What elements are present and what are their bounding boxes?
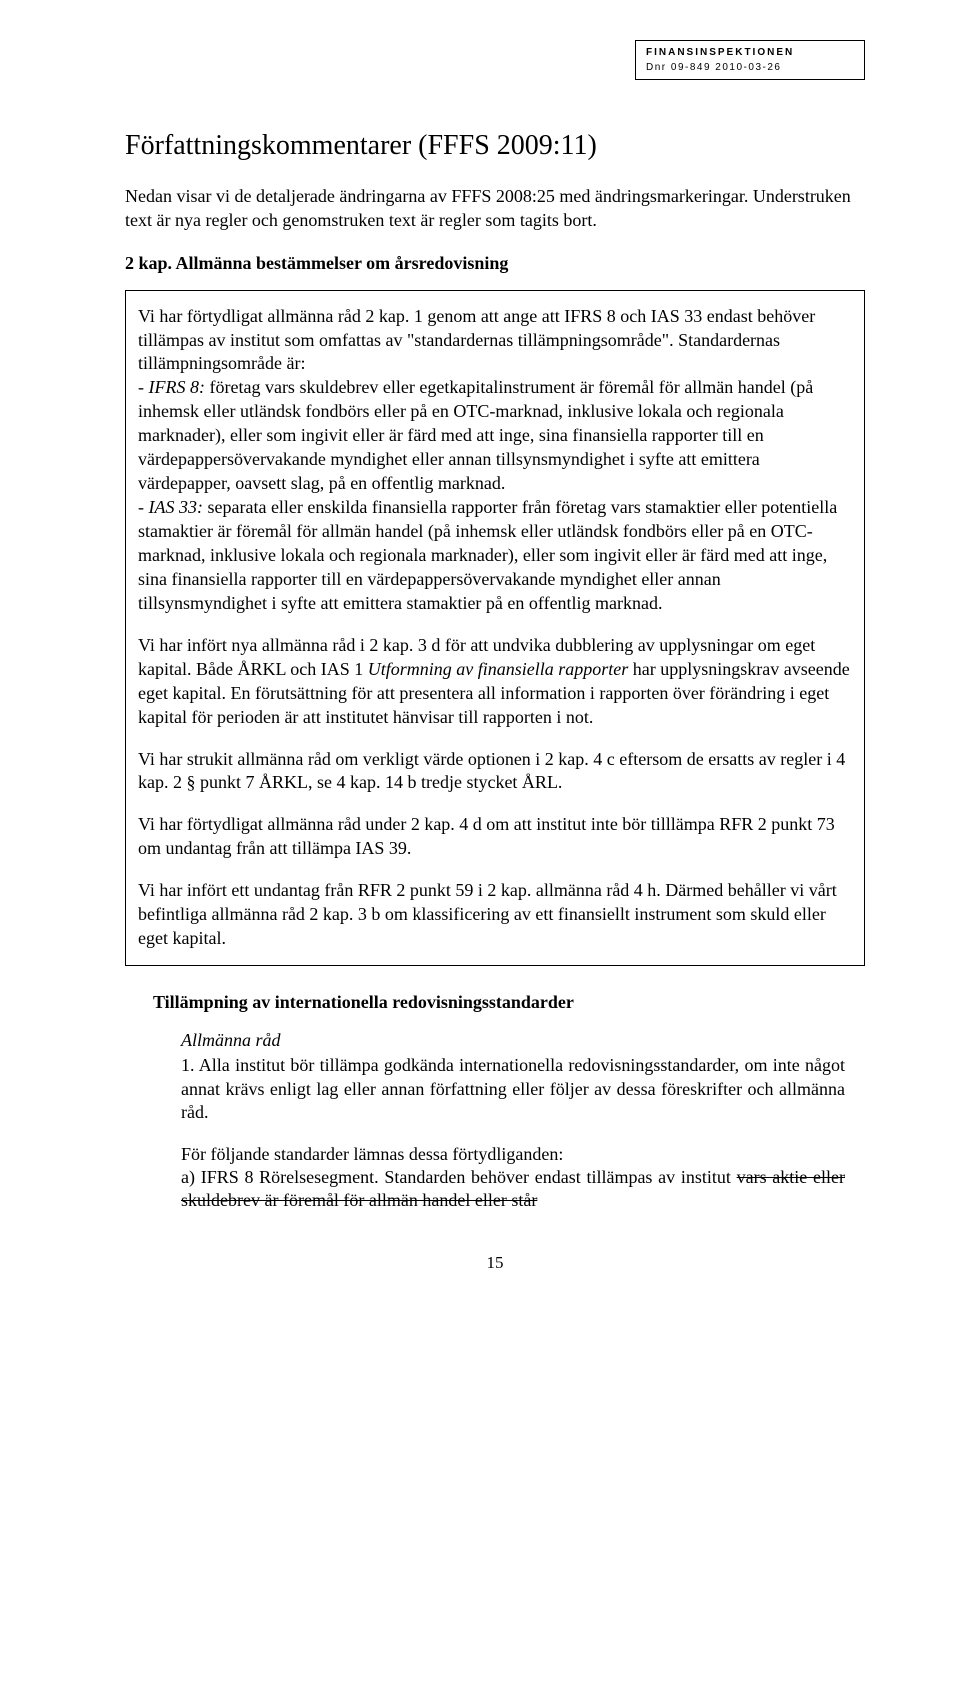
box-paragraph-3: Vi har strukit allmänna råd om verkligt … <box>138 748 852 796</box>
page-title: Författningskommentarer (FFFS 2009:11) <box>125 130 865 162</box>
header-org: FINANSINSPEKTIONEN <box>646 47 854 58</box>
box-paragraph-4: Vi har förtydligat allmänna råd under 2 … <box>138 813 852 861</box>
box-p1c: separata eller enskilda finansiella rapp… <box>138 497 837 613</box>
box-p1a: Vi har förtydligat allmänna råd 2 kap. 1… <box>138 306 815 374</box>
box-paragraph-2: Vi har infört nya allmänna råd i 2 kap. … <box>138 634 852 730</box>
document-header-box: FINANSINSPEKTIONEN Dnr 09-849 2010-03-26 <box>635 40 865 80</box>
box-paragraph-5: Vi har infört ett undantag från RFR 2 pu… <box>138 879 852 951</box>
page-number: 15 <box>125 1253 865 1273</box>
commentary-box: Vi har förtydligat allmänna råd 2 kap. 1… <box>125 290 865 967</box>
indent-head: Allmänna råd <box>181 1029 845 1052</box>
indent-p2b: a) IFRS 8 Rörelsesegment. Standarden beh… <box>181 1167 737 1187</box>
indent-p1: 1. Alla institut bör tillämpa godkända i… <box>181 1054 845 1124</box>
sub-heading: Tillämpning av internationella redovisni… <box>153 992 865 1013</box>
box-p1b-label: - IFRS 8: <box>138 377 205 397</box>
header-ref: Dnr 09-849 2010-03-26 <box>646 62 854 73</box>
indent-p2: För följande standarder lämnas dessa för… <box>181 1143 845 1213</box>
intro-paragraph: Nedan visar vi de detaljerade ändringarn… <box>125 184 865 233</box>
indent-p2a: För följande standarder lämnas dessa för… <box>181 1144 563 1164</box>
section-heading: 2 kap. Allmänna bestämmelser om årsredov… <box>125 253 865 274</box>
box-p1c-label: - IAS 33: <box>138 497 203 517</box>
box-p2b: Utformning av finansiella rapporter <box>368 659 629 679</box>
box-p1b: företag vars skuldebrev eller egetkapita… <box>138 377 813 493</box>
indent-block: Allmänna råd 1. Alla institut bör tilläm… <box>181 1029 845 1213</box>
box-paragraph-1: Vi har förtydligat allmänna råd 2 kap. 1… <box>138 305 852 616</box>
